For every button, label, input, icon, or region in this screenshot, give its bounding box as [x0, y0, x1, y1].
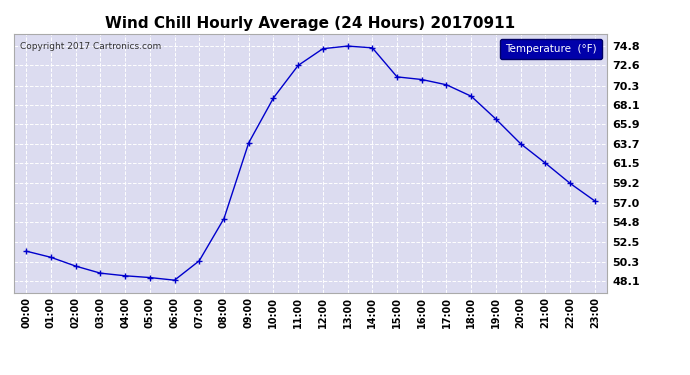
Text: Copyright 2017 Cartronics.com: Copyright 2017 Cartronics.com — [20, 42, 161, 51]
Title: Wind Chill Hourly Average (24 Hours) 20170911: Wind Chill Hourly Average (24 Hours) 201… — [106, 16, 515, 31]
Legend: Temperature  (°F): Temperature (°F) — [500, 39, 602, 59]
